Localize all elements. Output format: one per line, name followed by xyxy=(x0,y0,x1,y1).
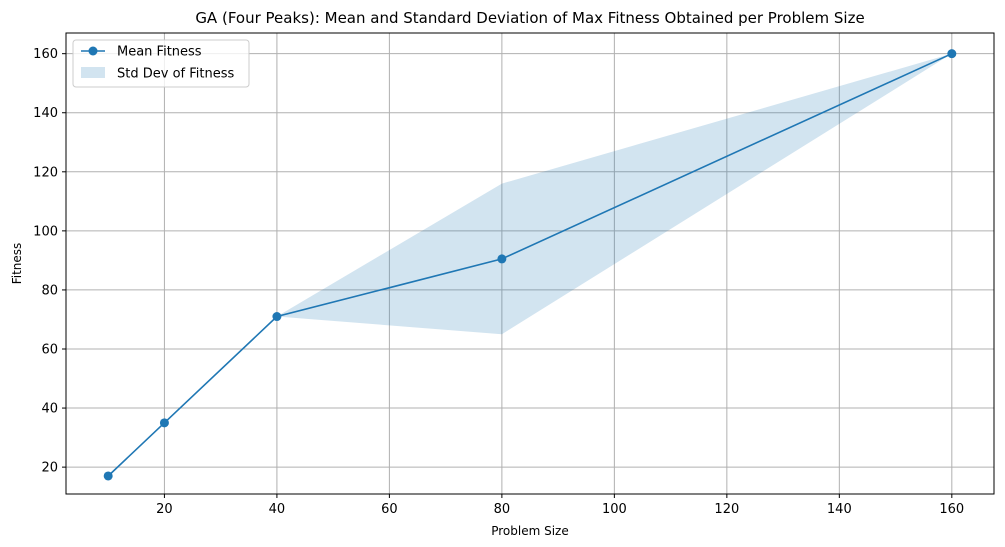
legend-mean-marker-swatch xyxy=(88,46,98,56)
x-tick-label: 40 xyxy=(269,502,286,517)
x-tick-label: 80 xyxy=(494,502,511,517)
mean-fitness-point xyxy=(947,49,957,59)
legend: Mean Fitness Std Dev of Fitness xyxy=(72,39,250,88)
x-axis-label: Problem Size xyxy=(491,524,569,538)
plot-frame xyxy=(65,32,995,495)
y-tick-label: 140 xyxy=(33,106,58,121)
chart-title: GA (Four Peaks): Mean and Standard Devia… xyxy=(195,9,864,27)
y-tick-label: 20 xyxy=(41,461,58,476)
std-dev-band xyxy=(108,53,952,476)
mean-fitness-point xyxy=(272,312,282,322)
y-axis-ticks: 20 40 60 80 100 120 140 160 xyxy=(33,47,66,476)
mean-fitness-point xyxy=(159,418,169,428)
x-tick-label: 160 xyxy=(939,502,964,517)
y-tick-label: 160 xyxy=(33,47,58,62)
y-tick-label: 40 xyxy=(41,402,58,417)
mean-fitness-points xyxy=(103,49,957,481)
x-tick-label: 60 xyxy=(381,502,398,517)
y-tick-label: 80 xyxy=(41,283,58,298)
y-tick-label: 100 xyxy=(33,224,58,239)
x-tick-label: 120 xyxy=(714,502,739,517)
x-tick-label: 100 xyxy=(602,502,627,517)
legend-band-label: Std Dev of Fitness xyxy=(117,67,234,82)
x-tick-label: 140 xyxy=(827,502,852,517)
mean-fitness-point xyxy=(497,254,507,264)
legend-mean-label: Mean Fitness xyxy=(117,45,202,60)
mean-fitness-point xyxy=(103,471,113,481)
y-axis-label: Fitness xyxy=(10,243,24,285)
x-tick-label: 20 xyxy=(156,502,173,517)
y-tick-label: 60 xyxy=(41,342,58,357)
legend-box xyxy=(72,39,250,88)
x-axis-ticks: 20 40 60 80 100 120 140 160 xyxy=(156,494,964,517)
legend-band-swatch xyxy=(81,67,105,78)
y-tick-label: 120 xyxy=(33,165,58,180)
grid-lines xyxy=(66,33,994,494)
